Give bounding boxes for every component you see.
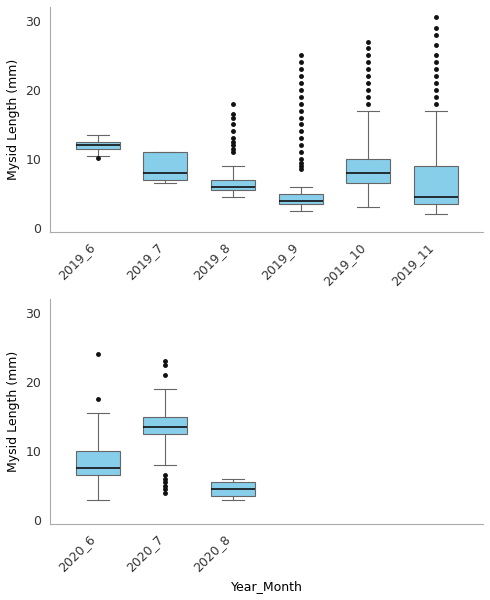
- Y-axis label: Mysid Length (mm): Mysid Length (mm): [7, 59, 20, 180]
- PathPatch shape: [346, 159, 390, 183]
- PathPatch shape: [76, 451, 120, 475]
- PathPatch shape: [144, 416, 187, 434]
- X-axis label: Year_Month: Year_Month: [231, 580, 303, 593]
- PathPatch shape: [76, 142, 120, 149]
- PathPatch shape: [278, 194, 322, 204]
- Y-axis label: Mysid Length (mm): Mysid Length (mm): [7, 351, 20, 472]
- PathPatch shape: [211, 180, 255, 190]
- PathPatch shape: [144, 152, 187, 180]
- PathPatch shape: [211, 482, 255, 496]
- PathPatch shape: [414, 166, 458, 204]
